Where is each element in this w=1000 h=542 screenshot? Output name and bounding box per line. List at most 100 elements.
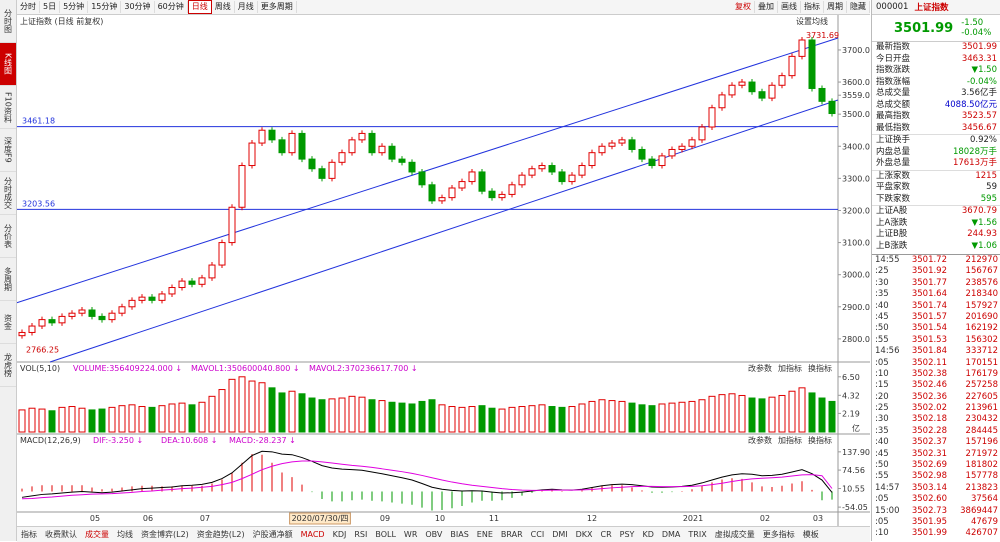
indicator-tab[interactable]: DMI xyxy=(552,530,568,539)
trade-row: 15:00 3502.73 3869447 xyxy=(872,506,1000,517)
candle xyxy=(388,145,396,160)
trade-time: :50 xyxy=(875,323,889,334)
sidebar: 分时图 K线图 F10资料 深度F9 分时成交 分价表 多周期 资金 龙虎榜 xyxy=(0,0,17,541)
period-button[interactable]: 分时 xyxy=(17,1,40,13)
trade-volume: 333712 xyxy=(965,346,998,357)
field-label: 今日开盘 xyxy=(876,53,911,64)
period-button[interactable]: 更多周期 xyxy=(258,1,297,13)
tool-button[interactable]: 指标 xyxy=(801,1,824,13)
side-tab[interactable]: 资金 xyxy=(0,301,16,344)
candle xyxy=(218,242,226,266)
trade-price: 3501.77 xyxy=(911,277,947,288)
tool-button[interactable]: 周期 xyxy=(824,1,847,13)
indicator-tab[interactable]: KDJ xyxy=(332,530,347,539)
y-tick-label: 3000.00 xyxy=(842,271,870,280)
trade-price: 3502.37 xyxy=(911,437,947,448)
indicator-tab[interactable]: WR xyxy=(403,530,418,539)
side-tab[interactable]: 多周期 xyxy=(0,258,16,301)
period-button[interactable]: 5分钟 xyxy=(60,1,89,13)
period-button[interactable]: 日线 xyxy=(187,0,212,14)
candle xyxy=(538,165,546,170)
y-tick-label: 10.55 xyxy=(842,485,865,494)
trade-row: :10 3502.38 176179 xyxy=(872,369,1000,380)
period-button[interactable]: 60分钟 xyxy=(155,1,188,13)
indicator-tab[interactable]: 沪股通净额 xyxy=(252,530,293,539)
candle xyxy=(688,139,696,147)
indicator-tab[interactable]: ENE xyxy=(476,530,493,539)
indicator-tab[interactable]: PSY xyxy=(619,530,635,539)
field-value: ▼1.06 xyxy=(971,240,997,251)
indicator-tab[interactable]: BIAS xyxy=(450,530,469,539)
indicator-tab[interactable]: KD xyxy=(642,530,654,539)
channel-line xyxy=(49,99,839,363)
field-row: 总成交额 4088.50亿元 xyxy=(872,100,1000,112)
side-tab[interactable]: 深度F9 xyxy=(0,129,16,172)
change: -1.50 xyxy=(961,18,984,28)
volume-bar xyxy=(668,402,676,433)
channel-line xyxy=(15,37,839,304)
indicator-tab[interactable]: TRIX xyxy=(688,530,707,539)
trade-price: 3501.64 xyxy=(911,289,947,300)
indicator-tab[interactable]: 虚拟成交量 xyxy=(714,530,755,539)
period-button[interactable]: 周线 xyxy=(212,1,235,13)
candle xyxy=(528,168,536,176)
trade-volume: 47679 xyxy=(970,516,998,527)
candle xyxy=(598,145,606,154)
volume-bar xyxy=(168,403,176,433)
candle xyxy=(258,129,266,144)
period-button[interactable]: 15分钟 xyxy=(88,1,122,13)
indicator-tab[interactable]: CCI xyxy=(530,530,545,539)
panel-button: 换指标 xyxy=(808,435,832,445)
volume-bar xyxy=(518,406,526,433)
code: 000001 xyxy=(876,2,909,12)
candle xyxy=(278,139,286,154)
period-button[interactable]: 5日 xyxy=(40,1,61,13)
indicator-tab[interactable]: RSI xyxy=(354,530,368,539)
indicator-tab[interactable]: DKX xyxy=(575,530,593,539)
indicator-tab[interactable]: 均线 xyxy=(117,530,133,539)
field-row: 内盘总量 18028万手 xyxy=(872,147,1000,159)
field-row: 外盘总量 17613万手 xyxy=(872,158,1000,170)
tool-button[interactable]: 画线 xyxy=(778,1,801,13)
period-button[interactable]: 月线 xyxy=(235,1,258,13)
tool-button[interactable]: 隐藏 xyxy=(847,1,870,13)
period-button[interactable]: 30分钟 xyxy=(121,1,155,13)
indicator-tab[interactable]: BOLL xyxy=(375,530,396,539)
trade-time: 14:57 xyxy=(875,482,900,493)
volume-bar xyxy=(688,400,696,433)
indicator-tab[interactable]: DMA xyxy=(661,530,681,539)
field-value: 3523.57 xyxy=(961,111,997,121)
indicator-tab[interactable]: BRAR xyxy=(500,530,523,539)
side-tab[interactable]: 分时成交 xyxy=(0,172,16,215)
indicator-tab[interactable]: 模板 xyxy=(802,530,819,539)
indicator-tab[interactable]: 更多指标 xyxy=(762,530,795,539)
y-tick-label: 2800.00 xyxy=(842,335,870,344)
volume-bar xyxy=(238,376,246,433)
trade-price: 3503.14 xyxy=(911,482,947,493)
indicator-tab[interactable]: 收费默认 xyxy=(45,530,77,539)
volume-bar xyxy=(28,407,36,433)
panel-button: 改参数 xyxy=(748,435,772,445)
indicator-tab[interactable]: 资金趋势(L2) xyxy=(196,530,245,539)
indicator-tab[interactable]: OBV xyxy=(425,530,443,539)
candle xyxy=(48,319,56,324)
side-tab[interactable]: K线图 xyxy=(0,43,16,86)
indicator-tab[interactable]: 成交量 xyxy=(85,530,109,539)
side-tab[interactable]: 龙虎榜 xyxy=(0,344,16,387)
macd-line xyxy=(21,450,833,498)
indicator-tab[interactable]: CR xyxy=(600,530,612,539)
trade-row: :20 3502.36 227605 xyxy=(872,392,1000,403)
candle xyxy=(418,171,426,186)
field-value: 3501.99 xyxy=(961,42,997,52)
side-tab[interactable]: 分时图 xyxy=(0,0,16,43)
candle xyxy=(728,84,736,96)
side-tab[interactable]: 分价表 xyxy=(0,215,16,258)
trade-row: :25 3501.92 156767 xyxy=(872,266,1000,277)
candle xyxy=(448,187,456,199)
indicator-tab[interactable]: 资金博弈(L2) xyxy=(141,530,189,539)
tool-button[interactable]: 叠加 xyxy=(755,1,778,13)
indicator-tab[interactable]: MACD xyxy=(300,530,325,539)
indicator-tab[interactable]: 指标 xyxy=(21,530,37,539)
tool-button[interactable]: 复权 xyxy=(732,1,755,13)
side-tab[interactable]: F10资料 xyxy=(0,86,16,129)
